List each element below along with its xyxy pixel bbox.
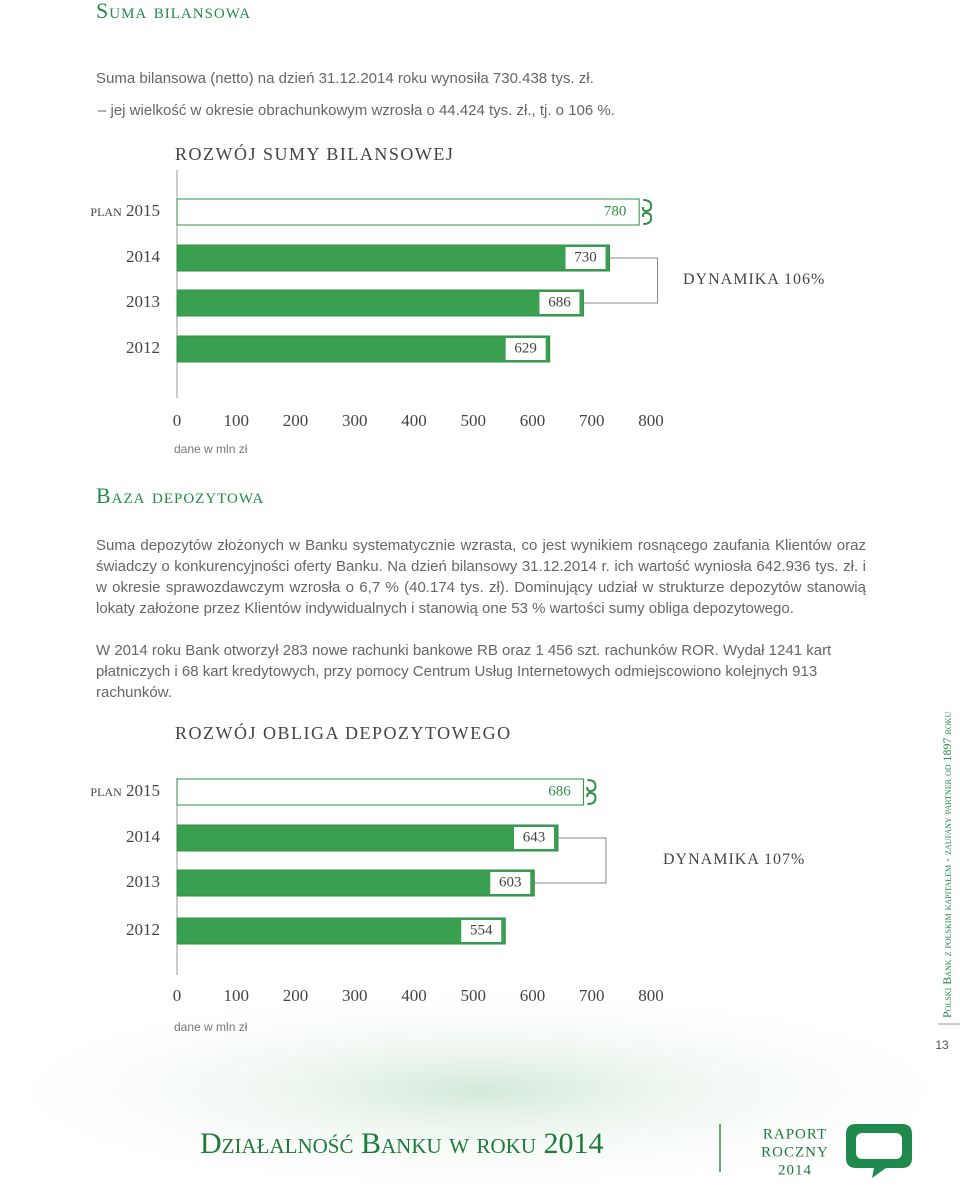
paragraph: W 2014 roku Bank otworzył 283 nowe rachu… — [96, 642, 832, 701]
report-word: 2014 — [778, 1162, 812, 1178]
x-tick-label: 200 — [283, 986, 309, 1005]
value-label-box — [461, 920, 502, 942]
value-label-box — [539, 292, 580, 314]
category-label: 2013 — [126, 292, 160, 311]
report-word: RAPORT — [763, 1126, 827, 1142]
category-label: 2014 — [126, 827, 161, 846]
x-tick-label: 400 — [401, 986, 427, 1005]
x-tick-label: 300 — [342, 411, 368, 430]
bracket — [583, 257, 659, 304]
category-label: 2014 — [126, 247, 161, 266]
x-tick-label: 500 — [461, 986, 487, 1005]
bar — [176, 824, 559, 852]
x-tick-label: 0 — [173, 986, 182, 1005]
x-tick-label: 800 — [638, 986, 664, 1005]
x-tick-label: 200 — [283, 411, 309, 430]
x-tick-label: 400 — [401, 411, 427, 430]
ornament — [586, 779, 597, 805]
section-title: Baza depozytowa — [96, 483, 265, 508]
x-tick-label: 600 — [520, 986, 546, 1005]
chart-title: ROZWÓJ SUMY BILANSOWEJ — [175, 143, 454, 164]
value-label: 730 — [574, 249, 597, 265]
value-label: 603 — [499, 874, 522, 890]
x-tick-label: 700 — [579, 986, 605, 1005]
paragraph-line: – jej wielkość w okresie obrachunkowym w… — [98, 102, 615, 119]
bar — [176, 244, 611, 272]
x-tick-label: 600 — [520, 411, 546, 430]
value-label: 686 — [548, 294, 571, 310]
bar — [176, 335, 551, 363]
value-label-box — [565, 247, 606, 269]
x-tick-label: 500 — [461, 411, 487, 430]
value-label: 629 — [514, 340, 537, 356]
side-text: Polski Bank z polskim kapitałem - zaufan… — [940, 712, 954, 1018]
value-label-box — [505, 338, 546, 360]
value-label: 780 — [604, 203, 627, 219]
chart: ROZWÓJ SUMY BILANSOWEJ 0 100 200 300 400 500 60… — [90, 143, 825, 456]
annotation: DYNAMIKA 107% — [663, 851, 805, 868]
category-label: 2012 — [126, 338, 160, 357]
category-label: 2013 — [126, 872, 160, 891]
chart-title: ROZWÓJ OBLIGA DEPOZYTOWEGO — [175, 722, 512, 743]
logo — [846, 1124, 912, 1178]
bracket — [534, 837, 607, 884]
value-label: 686 — [548, 783, 571, 799]
x-tick-label: 100 — [224, 411, 250, 430]
value-label-box — [513, 827, 554, 849]
bar — [176, 198, 640, 226]
paragraph: Suma depozytów złożonych w Banku systema… — [96, 537, 866, 617]
bar — [176, 289, 584, 317]
value-label-box — [490, 872, 531, 894]
annotation: DYNAMIKA 106% — [683, 271, 825, 288]
bar — [176, 869, 535, 897]
x-tick-label: 300 — [342, 986, 368, 1005]
x-tick-label: 0 — [173, 411, 182, 430]
x-tick-label: 800 — [638, 411, 664, 430]
value-label: 643 — [523, 829, 546, 845]
unit-note: dane w mln zł — [174, 1020, 248, 1034]
chart: ROZWÓJ OBLIGA DEPOZYTOWEGO 0 100 200 300 400 5… — [90, 722, 805, 1034]
paragraph-line: Suma bilansowa (netto) na dzień 31.12.20… — [96, 70, 594, 87]
page-number: 13 — [935, 1038, 949, 1052]
bar — [176, 917, 506, 945]
footer-title: Działalność Banku w roku 2014 — [200, 1127, 604, 1160]
value-label: 554 — [470, 922, 493, 938]
ornament — [641, 199, 653, 225]
category-label: plan 2015 — [90, 201, 160, 220]
bar — [176, 778, 584, 806]
section-title: Suma bilansowa — [96, 0, 252, 23]
unit-note: dane w mln zł — [174, 442, 248, 456]
x-tick-label: 700 — [579, 411, 605, 430]
category-label: plan 2015 — [90, 781, 160, 800]
category-label: 2012 — [126, 920, 160, 939]
x-tick-label: 100 — [224, 986, 250, 1005]
background-glow — [0, 980, 960, 1197]
report-word: ROCZNY — [761, 1144, 829, 1160]
